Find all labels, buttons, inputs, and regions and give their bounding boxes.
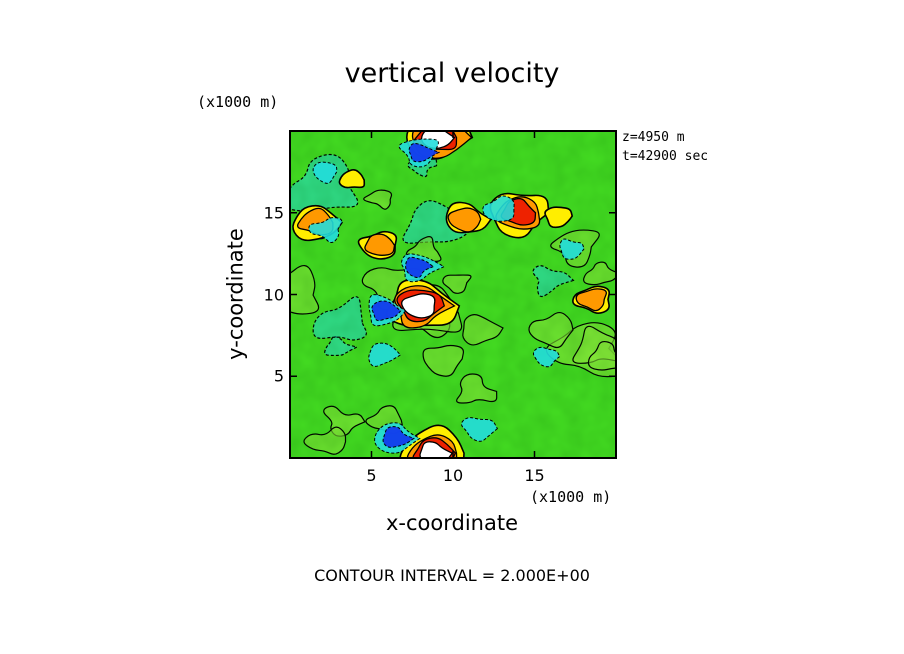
y-tick-label: 15 [263, 203, 284, 223]
updraft-cell [544, 206, 574, 229]
time-annotation: t=42900 sec [622, 149, 709, 164]
y-axis-unit: (x1000 m) [197, 93, 279, 111]
x-tick-label: 10 [442, 466, 464, 485]
updraft-cell [357, 230, 398, 260]
downdraft-cell [559, 238, 585, 260]
x-axis-unit: (x1000 m) [530, 488, 612, 506]
y-tick-label: 10 [263, 285, 284, 304]
downdraft-cell [398, 138, 441, 168]
x-axis-label: x-coordinate [385, 511, 518, 535]
downdraft-cell [461, 417, 499, 442]
downdraft-cell [368, 294, 407, 327]
y-tick-label: 5 [273, 366, 284, 386]
x-tick-label: 5 [366, 466, 377, 485]
y-axis-label: y-coordinate [223, 228, 248, 360]
updraft-cell [572, 285, 611, 314]
downdraft-cell [374, 422, 421, 454]
contour-interval-label: CONTOUR INTERVAL = 2.000E+00 [314, 566, 590, 585]
downdraft-cell [532, 346, 561, 368]
chart-title: vertical velocity [344, 58, 560, 89]
updraft-cell [445, 201, 493, 234]
x-tick-label: 15 [524, 466, 545, 485]
updraft-cell [385, 278, 461, 329]
updraft-cell [399, 424, 465, 458]
downdraft-cell [312, 161, 338, 184]
downdraft-cell [482, 195, 515, 222]
height-annotation: z=4950 m [622, 130, 685, 145]
downdraft-cell [368, 342, 402, 367]
downdraft-cell [308, 217, 343, 243]
downdraft-cell [401, 253, 446, 283]
updraft-cell [338, 169, 366, 189]
